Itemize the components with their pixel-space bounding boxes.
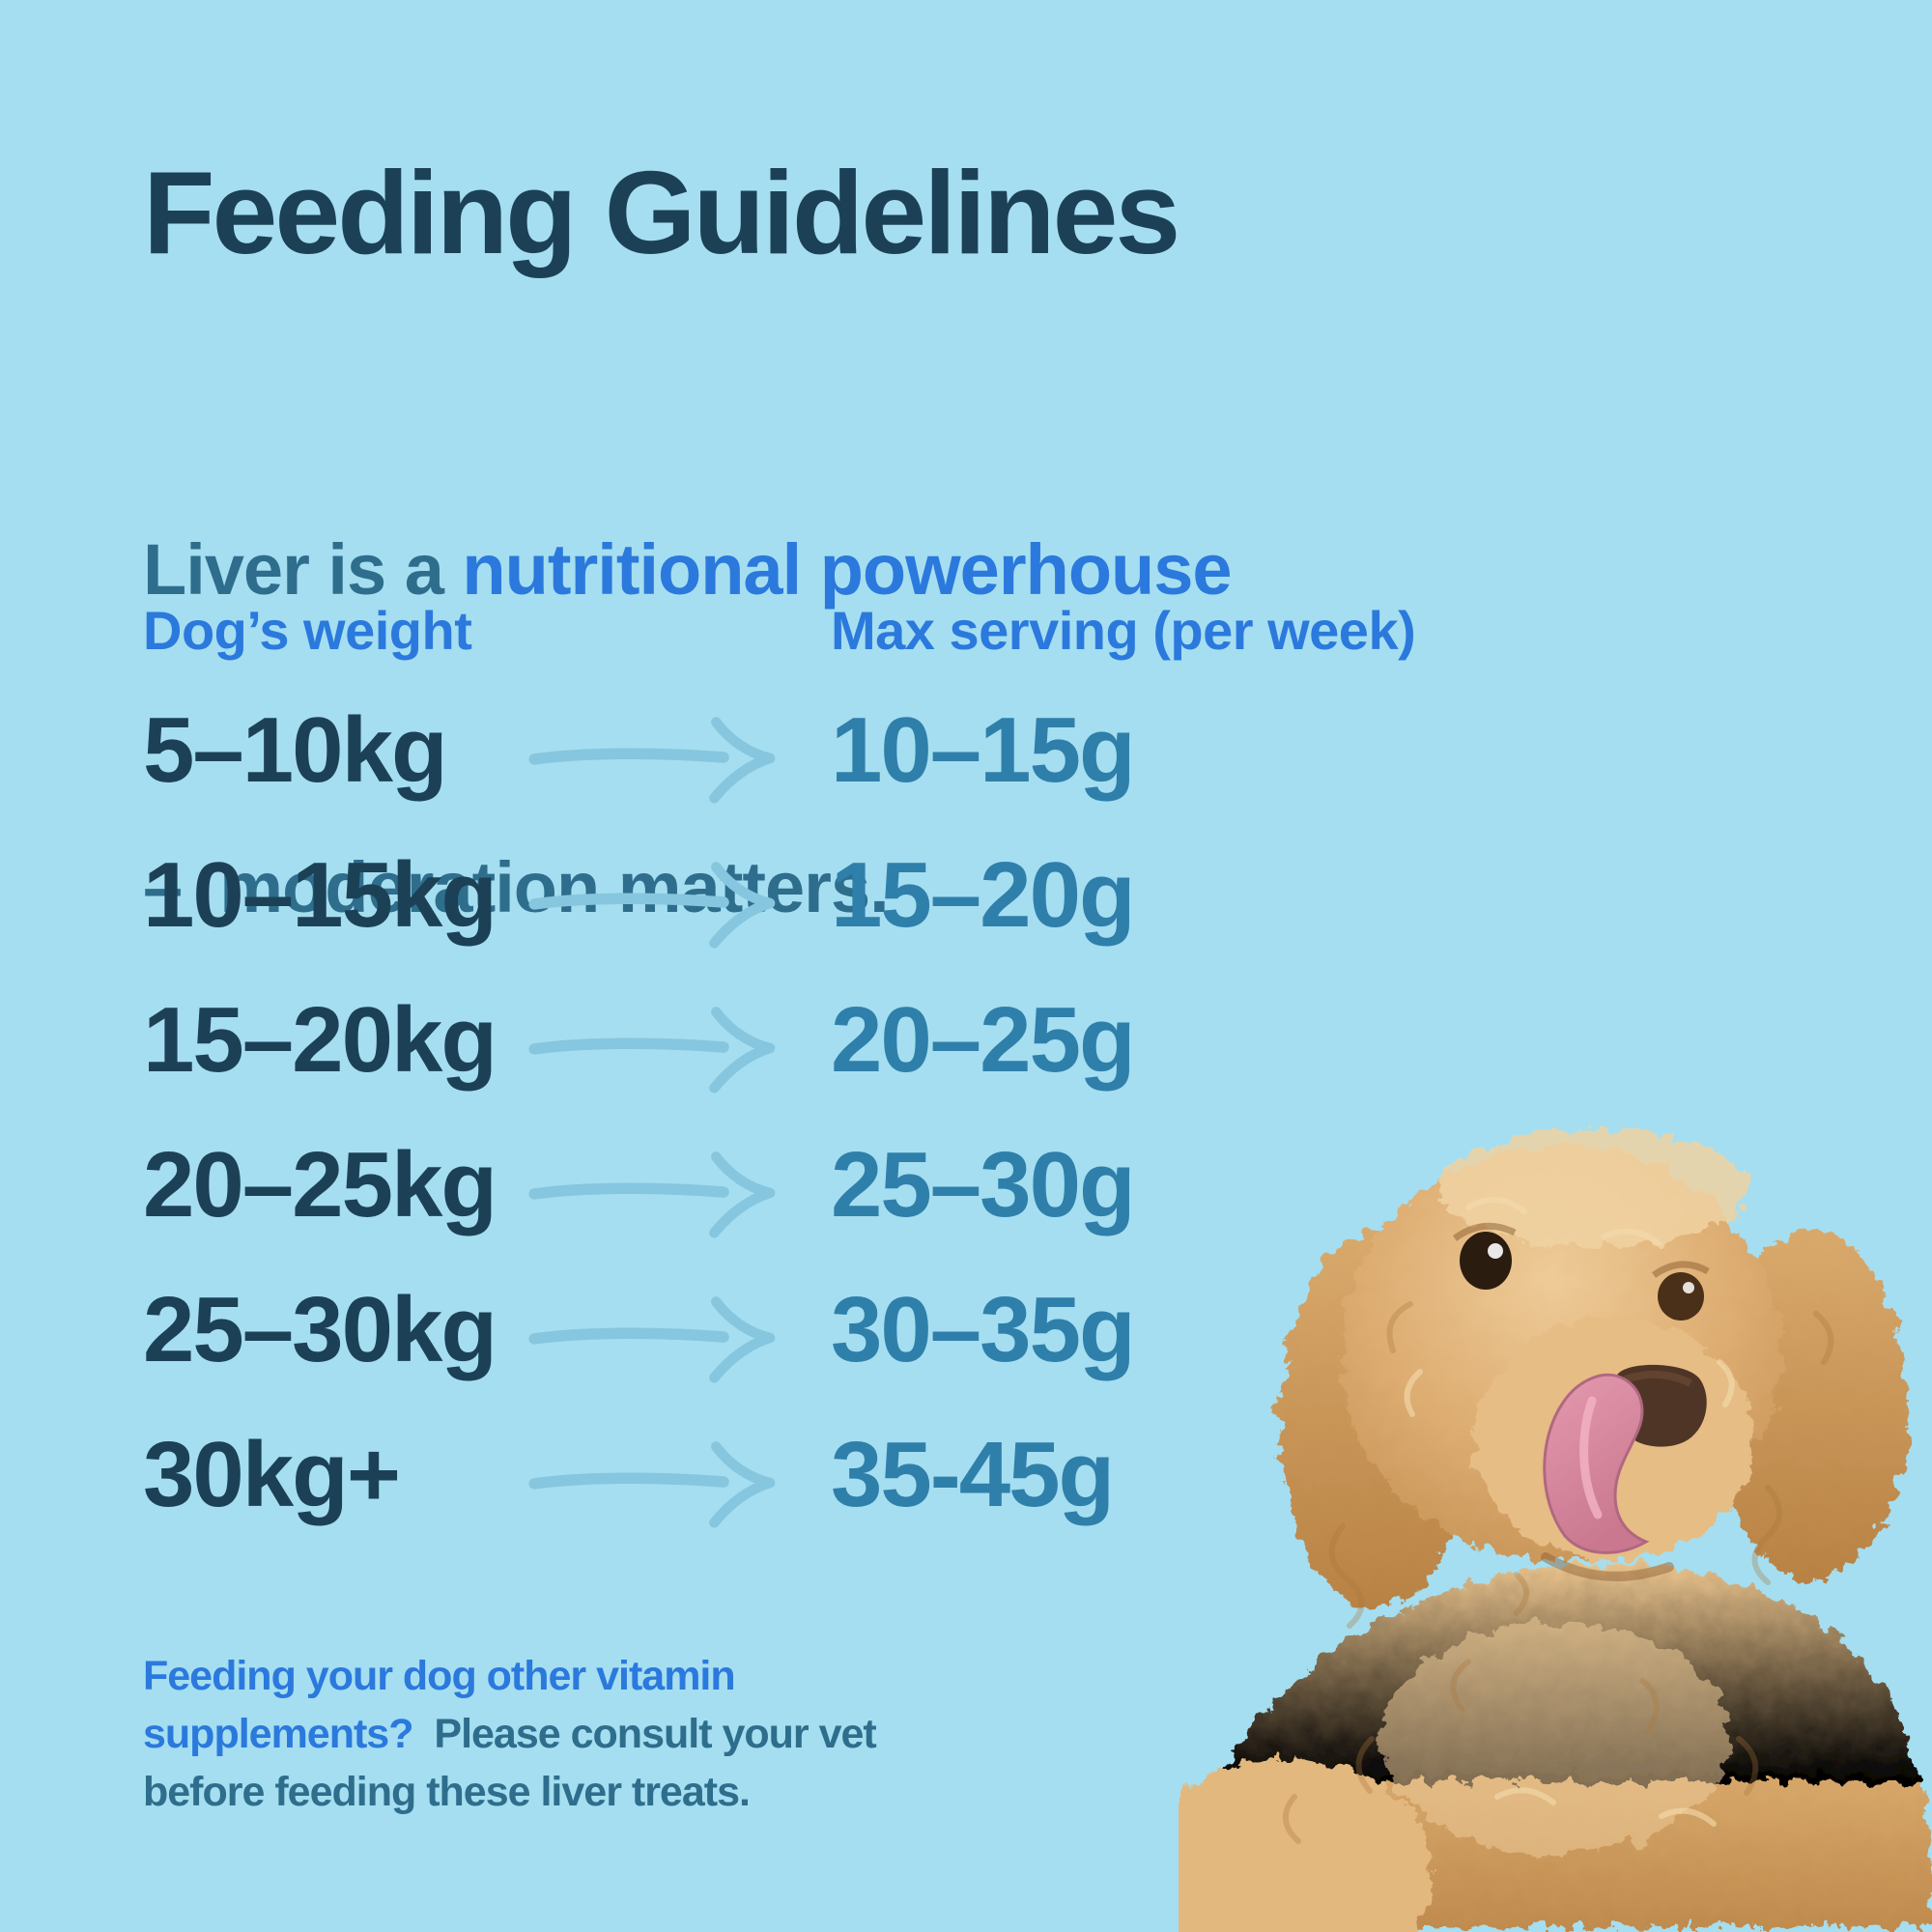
dog-photo	[1179, 1128, 1932, 1932]
arrow-right-icon	[522, 711, 788, 804]
table-row: 10–15kg 15–20g	[143, 842, 1206, 968]
arrow-right-icon	[522, 1001, 788, 1094]
arrow-right-icon	[522, 1146, 788, 1238]
column-header-serving: Max serving (per week)	[831, 600, 1416, 661]
table-row: 25–30kg 30–35g	[143, 1277, 1206, 1403]
page-title: Feeding Guidelines	[143, 147, 1180, 278]
weight-value: 30kg+	[143, 1423, 401, 1526]
column-header-weight: Dog’s weight	[143, 600, 472, 661]
weight-value: 20–25kg	[143, 1133, 497, 1236]
arrow-right-icon	[522, 856, 788, 949]
footnote-question: Feeding your dog other vitamin supplemen…	[143, 1653, 746, 1758]
serving-value: 30–35g	[831, 1278, 1136, 1381]
footnote-advice: Please consult your vet before feeding t…	[143, 1711, 887, 1816]
table-row: 30kg+ 35-45g	[143, 1422, 1206, 1548]
footnote: Feeding your dog other vitamin supplemen…	[143, 1647, 993, 1822]
serving-value: 10–15g	[831, 698, 1136, 802]
serving-value: 15–20g	[831, 843, 1136, 947]
arrow-right-icon	[522, 1435, 788, 1528]
weight-value: 25–30kg	[143, 1278, 497, 1381]
weight-value: 10–15kg	[143, 843, 497, 947]
serving-value: 20–25g	[831, 988, 1136, 1092]
intro-line-1: Liver is a nutritional powerhouse	[143, 517, 1233, 623]
intro-highlight: nutritional powerhouse	[462, 529, 1232, 611]
table-row: 15–20kg 20–25g	[143, 987, 1206, 1113]
table-row: 20–25kg 25–30g	[143, 1132, 1206, 1258]
weight-value: 5–10kg	[143, 698, 448, 802]
table-row: 5–10kg 10–15g	[143, 697, 1206, 823]
serving-value: 25–30g	[831, 1133, 1136, 1236]
weight-value: 15–20kg	[143, 988, 497, 1092]
intro-lead: Liver is a	[143, 529, 463, 611]
serving-value: 35-45g	[831, 1423, 1115, 1526]
arrow-right-icon	[522, 1291, 788, 1383]
